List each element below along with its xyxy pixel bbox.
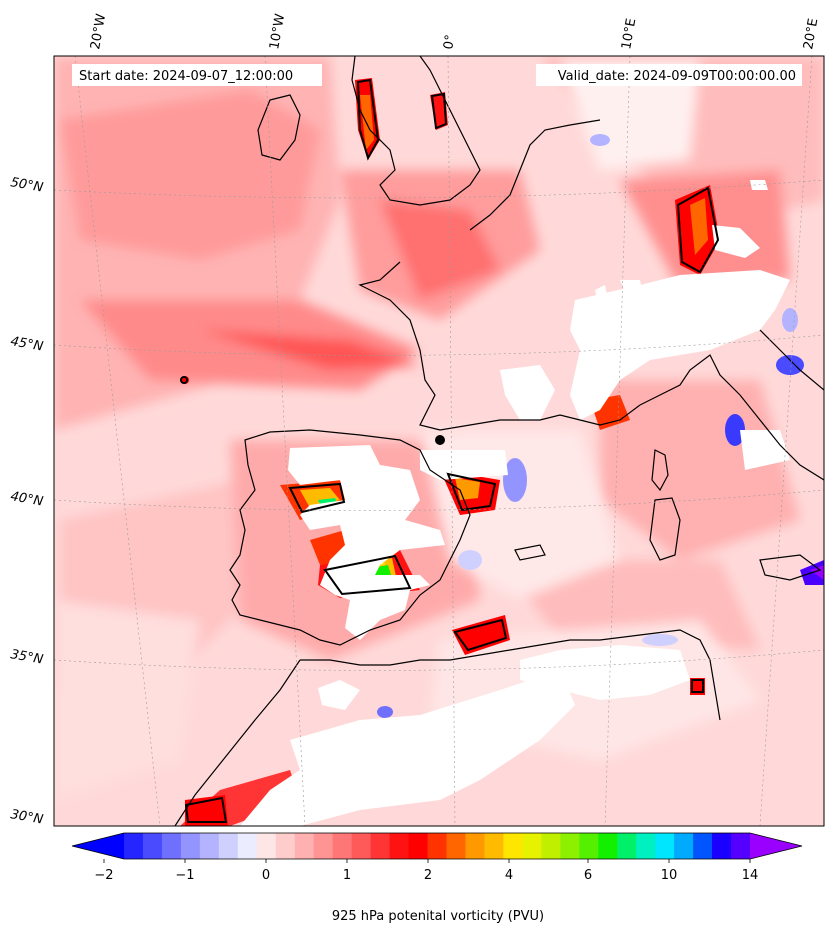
- colorbar-outline: [71, 832, 803, 860]
- colorbar-tick-label: −1: [175, 868, 194, 883]
- colorbar-tick-label: 14: [742, 868, 759, 883]
- lat-tick-35n: 35°N: [9, 647, 44, 668]
- lon-tick-10w: 10°W: [267, 13, 288, 51]
- lon-tick-20e: 20°E: [801, 17, 821, 50]
- lon-tick-0: 0°: [441, 34, 458, 51]
- colorbar-segment: [693, 833, 713, 859]
- colorbar-segment: [560, 833, 580, 859]
- colorbar-segment: [636, 833, 656, 859]
- coastline-africa: [300, 629, 721, 721]
- colorbar-segment: [446, 833, 466, 859]
- colorbar-segment: [598, 833, 618, 859]
- coastline-sardinia: [649, 497, 681, 561]
- colorbar-segment: [237, 833, 258, 859]
- colorbar-segment: [275, 833, 296, 859]
- coastline-north-sea: [469, 119, 601, 231]
- colorbar-segment: [731, 833, 751, 859]
- colorbar-segment: [579, 833, 599, 859]
- pv-negative-regions: [377, 134, 804, 718]
- colorbar-tick-label: 2: [424, 868, 432, 883]
- lat-tick-labels: 50°N 45°N 40°N 35°N 30°N: [9, 175, 44, 828]
- colorbar-segment: [370, 833, 391, 859]
- colorbar-segment: [332, 833, 353, 859]
- coastline-iberia: [229, 429, 471, 646]
- coastline-france: [358, 261, 641, 431]
- colorbar-segment: [218, 833, 239, 859]
- colorbar-extend-max: [750, 833, 802, 859]
- colorbar-segment: [124, 833, 144, 859]
- colorbar-segment: [617, 833, 637, 859]
- lat-tick-30n: 30°N: [9, 807, 44, 828]
- colorbar-segment: [294, 833, 315, 859]
- colorbar-segment: [484, 833, 504, 859]
- coastline-balearic: [514, 544, 546, 561]
- colorbar-segment: [522, 833, 542, 859]
- colorbar-tick-label: 1: [343, 868, 351, 883]
- colorbar-segment: [256, 833, 277, 859]
- colorbar-segment: [465, 833, 485, 859]
- colorbar-tick-label: 4: [505, 868, 513, 883]
- colorbar-segment: [427, 833, 447, 859]
- start-date-box: [72, 64, 322, 86]
- colorbar-tick-label: 6: [584, 868, 592, 883]
- colorbar-segment: [351, 833, 372, 859]
- coastlines: [174, 56, 824, 826]
- colorbar-tick-label: 0: [262, 868, 270, 883]
- coastline-italy: [639, 354, 824, 481]
- coastline-corsica: [651, 449, 669, 492]
- colorbar-segment: [161, 833, 182, 859]
- graticule: [54, 56, 824, 826]
- colorbar-label: 925 hPa potenital vorticity (PVU): [332, 909, 544, 924]
- colorbar-segment: [503, 833, 523, 859]
- coastline-ireland: [257, 94, 301, 161]
- colorbar-segment: [712, 833, 732, 859]
- lat-tick-45n: 45°N: [9, 334, 44, 355]
- colorbar-segment: [313, 833, 334, 859]
- valid-date-label: Valid_date: 2024-09-09T00:00:00.00: [558, 69, 796, 84]
- colorbar-segment: [541, 833, 561, 859]
- colorbar-segment: [389, 833, 410, 859]
- colorbar-segment: [655, 833, 675, 859]
- lon-tick-labels: 20°W 10°W 0° 10°E 20°E: [88, 13, 821, 51]
- colorbar-tick-label: −2: [94, 868, 113, 883]
- colorbar-extend-min: [72, 833, 124, 859]
- map-panel: [54, 56, 824, 826]
- valid-date-box: [536, 64, 802, 86]
- terrain-mask-regions: [240, 180, 790, 826]
- colorbar-segment: [142, 833, 163, 859]
- colorbar-tick-label: 10: [661, 868, 678, 883]
- coastline-italy-adriatic: [759, 329, 824, 391]
- map-frame: [53, 55, 825, 827]
- lat-tick-40n: 40°N: [9, 489, 44, 510]
- start-date-label: Start date: 2024-09-07_12:00:00: [79, 69, 293, 84]
- colorbar-segment: [408, 833, 429, 859]
- colorbar-segment: [199, 833, 220, 859]
- colorbar-segment: [180, 833, 201, 859]
- colorbar-segment: [674, 833, 694, 859]
- lon-tick-10e: 10°E: [619, 17, 639, 50]
- coastline-sicily: [759, 554, 822, 581]
- lon-tick-20w: 20°W: [88, 13, 109, 51]
- lat-tick-50n: 50°N: [9, 175, 44, 196]
- pv-2pvu-contours: [180, 78, 720, 823]
- coastline-morocco-atlantic: [174, 659, 301, 826]
- colorbar: −2 −1 0 1 2 4 6 10 14: [71, 832, 803, 883]
